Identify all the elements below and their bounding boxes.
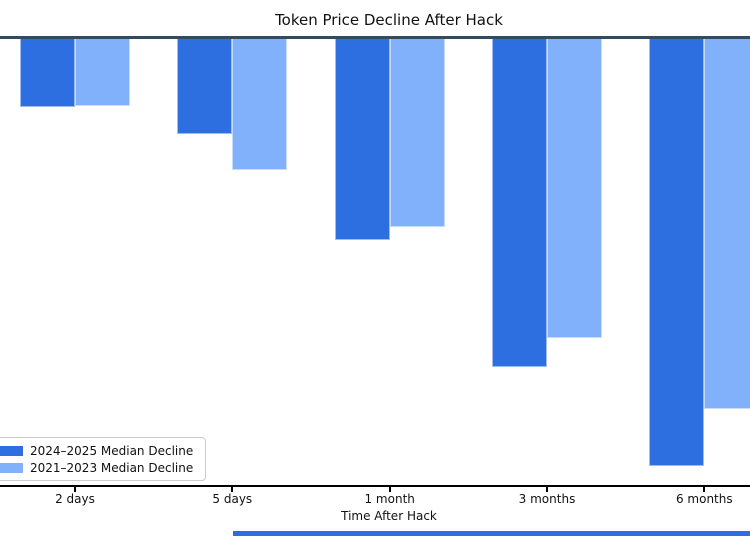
bar — [649, 37, 705, 466]
bar — [75, 37, 130, 106]
bar — [389, 37, 445, 228]
legend-swatch — [0, 446, 23, 456]
legend-label: 2021–2023 Median Decline — [30, 461, 194, 475]
legend: 2024–2025 Median Decline 2021–2023 Median… — [0, 437, 206, 481]
legend-item: 2021–2023 Median Decline — [0, 460, 197, 476]
x-tick-label: 5 days — [212, 492, 253, 506]
x-axis-line — [0, 485, 750, 487]
bar — [20, 37, 75, 107]
x-tick-label: 2 days — [55, 492, 95, 506]
x-tick — [546, 487, 548, 492]
x-tick — [703, 487, 706, 492]
x-tick-label: 6 months — [675, 492, 733, 506]
legend-item: 2024–2025 Median Decline — [0, 443, 197, 459]
x-tick-label: 3 months — [518, 492, 576, 506]
cropped-bar-strip — [233, 531, 750, 536]
bar — [492, 37, 547, 367]
bar — [177, 37, 233, 135]
bar — [232, 37, 288, 170]
x-tick-label: 1 month — [364, 492, 415, 506]
bar — [334, 37, 390, 240]
legend-swatch — [0, 463, 23, 473]
legend-label: 2024–2025 Median Decline — [30, 444, 194, 458]
bar — [704, 37, 750, 410]
x-tick — [74, 487, 76, 492]
x-axis-label: Time After Hack — [341, 509, 437, 523]
x-tick — [231, 487, 234, 492]
chart-title: Token Price Decline After Hack — [275, 11, 503, 29]
x-tick — [388, 487, 391, 492]
bar — [547, 37, 602, 339]
zero-axis-line — [0, 36, 750, 39]
